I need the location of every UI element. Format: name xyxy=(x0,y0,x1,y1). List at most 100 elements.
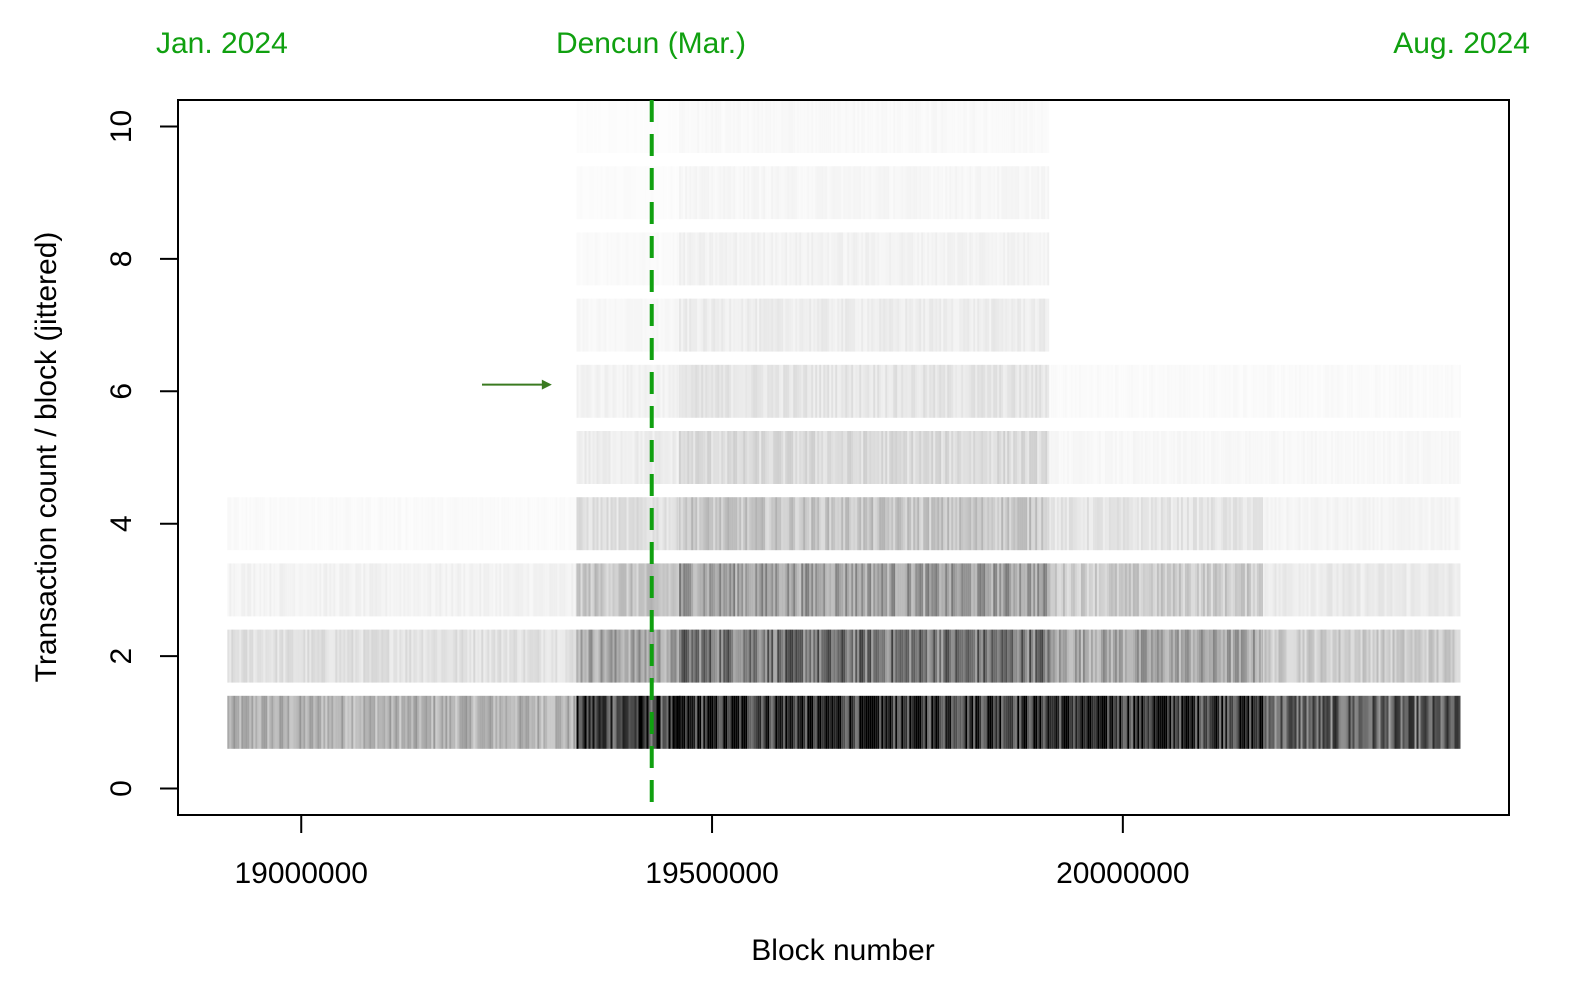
point-column xyxy=(829,100,831,153)
point-column xyxy=(1242,629,1245,683)
point-column xyxy=(701,166,704,220)
point-column xyxy=(630,431,633,484)
point-column xyxy=(1342,629,1345,683)
point-column xyxy=(845,298,848,352)
point-column xyxy=(861,298,864,352)
point-column xyxy=(672,431,675,484)
point-column xyxy=(1346,695,1349,749)
point-column xyxy=(997,629,1000,683)
point-column xyxy=(641,166,643,219)
point-column xyxy=(1229,365,1231,418)
point-column xyxy=(1088,629,1091,683)
point-column xyxy=(681,563,684,617)
point-column xyxy=(759,431,762,484)
point-column xyxy=(1224,563,1227,617)
point-column xyxy=(1007,563,1010,617)
point-column xyxy=(773,629,776,683)
point-column xyxy=(263,695,266,749)
point-column xyxy=(751,364,754,418)
point-column xyxy=(919,166,922,220)
point-column xyxy=(1253,365,1255,418)
point-column xyxy=(797,695,800,749)
point-column xyxy=(1431,431,1433,484)
point-column xyxy=(676,497,679,551)
point-column xyxy=(771,232,774,286)
point-column xyxy=(885,695,888,749)
point-column xyxy=(1337,365,1339,418)
point-column xyxy=(1122,497,1125,551)
point-column xyxy=(612,431,615,484)
point-column xyxy=(725,563,728,617)
point-column xyxy=(969,166,972,220)
point-column xyxy=(479,563,482,617)
point-column xyxy=(385,563,388,617)
point-column xyxy=(648,695,651,749)
point-column xyxy=(979,497,982,551)
point-column xyxy=(1193,365,1195,418)
point-column xyxy=(1305,365,1307,418)
point-column xyxy=(594,629,597,683)
point-column xyxy=(827,629,830,683)
point-column xyxy=(1447,431,1449,484)
point-column xyxy=(1432,629,1435,683)
point-column xyxy=(1444,563,1447,617)
point-column xyxy=(1263,431,1265,484)
point-column xyxy=(943,431,946,484)
point-column xyxy=(481,695,484,749)
point-column xyxy=(1401,365,1403,418)
point-column xyxy=(723,431,726,484)
point-column xyxy=(901,166,904,220)
point-column xyxy=(1062,497,1065,551)
point-column xyxy=(1029,563,1032,617)
point-column xyxy=(1402,497,1405,551)
point-column xyxy=(759,695,762,749)
point-column xyxy=(847,232,850,286)
point-column xyxy=(727,364,730,418)
point-column xyxy=(785,100,787,153)
point-column xyxy=(737,629,740,683)
point-column xyxy=(787,232,789,285)
point-column xyxy=(851,497,854,551)
point-column xyxy=(965,563,968,617)
point-column xyxy=(841,364,844,418)
point-column xyxy=(1266,695,1269,749)
point-column xyxy=(646,695,649,749)
point-column xyxy=(733,695,736,749)
point-column xyxy=(821,695,824,749)
point-column xyxy=(941,364,944,418)
point-column xyxy=(299,563,302,617)
point-column xyxy=(405,695,408,749)
point-column xyxy=(987,431,990,484)
point-column xyxy=(515,695,518,749)
point-column xyxy=(643,299,645,352)
point-column xyxy=(589,166,591,219)
point-column xyxy=(1298,695,1301,749)
point-column xyxy=(809,431,812,484)
point-column xyxy=(1015,364,1018,418)
point-column xyxy=(1132,563,1135,617)
point-column xyxy=(1149,431,1151,484)
point-column xyxy=(1301,497,1303,550)
point-column xyxy=(405,563,408,617)
point-column xyxy=(656,497,659,551)
point-column xyxy=(957,431,960,484)
point-column xyxy=(277,695,280,749)
point-column xyxy=(1011,232,1014,286)
point-column xyxy=(517,563,520,617)
point-column xyxy=(983,695,986,749)
point-column xyxy=(1189,431,1191,484)
point-column xyxy=(1326,563,1329,617)
point-column xyxy=(271,563,273,616)
point-column xyxy=(535,563,538,617)
point-column xyxy=(829,298,832,352)
point-column xyxy=(1114,497,1117,551)
point-column xyxy=(645,232,647,285)
point-column xyxy=(381,497,383,550)
point-column xyxy=(1349,497,1351,550)
point-column xyxy=(1072,629,1075,683)
point-column xyxy=(1243,431,1245,484)
point-column xyxy=(1049,431,1051,484)
point-column xyxy=(489,695,492,749)
point-column xyxy=(1343,365,1345,418)
point-column xyxy=(507,497,509,550)
